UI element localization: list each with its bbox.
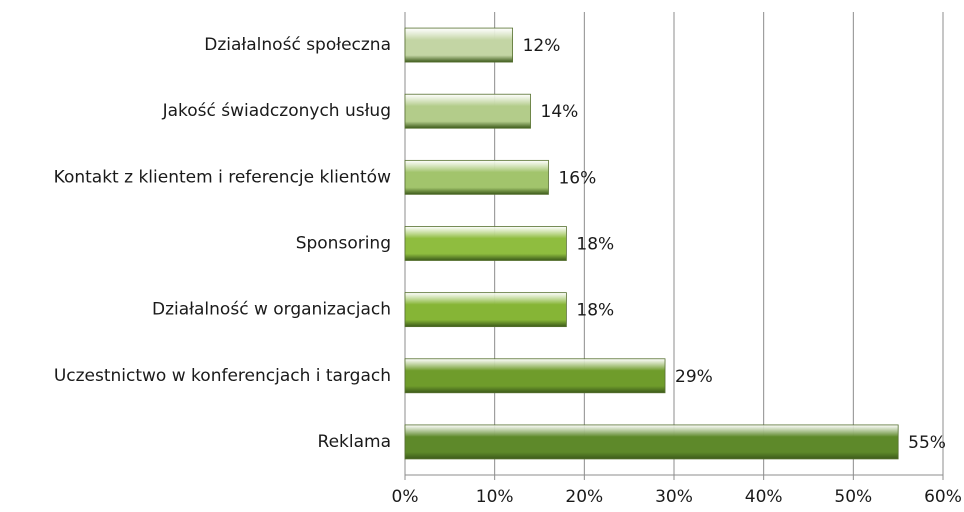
bar (404, 424, 899, 460)
y-tick-label: Uczestnictwo w konferencjach i targach (54, 366, 391, 386)
x-tick-label: 20% (565, 487, 603, 507)
y-tick-label: Działalność w organizacjach (152, 300, 391, 320)
y-tick-label: Sponsoring (296, 234, 391, 254)
x-tick-label: 40% (745, 487, 783, 507)
x-tick-label: 60% (924, 487, 962, 507)
bar (404, 358, 666, 394)
x-tick-label: 50% (834, 487, 872, 507)
bar (404, 27, 513, 63)
x-tick-label: 0% (392, 487, 419, 507)
data-label: 14% (541, 102, 579, 122)
y-tick-label: Reklama (318, 432, 391, 452)
data-label: 18% (576, 301, 614, 321)
data-label: 18% (576, 235, 614, 255)
bar (404, 93, 531, 129)
y-tick-label: Kontakt z klientem i referencje klientów (54, 167, 391, 187)
y-tick-label: Działalność społeczna (204, 35, 391, 55)
data-label: 12% (523, 36, 561, 56)
bar (404, 292, 567, 328)
bar (404, 226, 567, 261)
data-label: 29% (675, 367, 713, 387)
x-tick-label: 10% (476, 487, 514, 507)
data-label: 16% (558, 168, 596, 188)
y-tick-label: Jakość świadczonych usług (162, 101, 391, 121)
x-tick-label: 30% (655, 487, 693, 507)
bar (404, 159, 549, 195)
data-label: 55% (908, 433, 946, 453)
